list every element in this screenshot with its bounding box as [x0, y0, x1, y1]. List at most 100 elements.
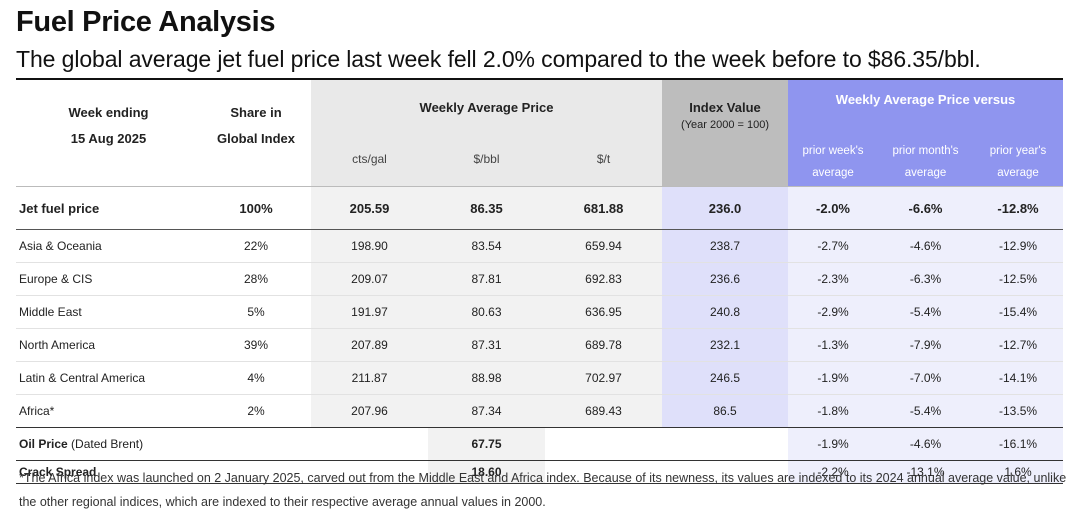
- prior-week-cell: -2.9%: [788, 295, 879, 329]
- cts-cell: 191.97: [311, 295, 428, 329]
- table-row: Europe & CIS 28% 209.07 87.81 692.83 236…: [16, 262, 1064, 296]
- prior-year-header: prior year's average: [973, 140, 1064, 187]
- share-cell: 22%: [201, 229, 311, 263]
- prior-month-cell: -4.6%: [878, 427, 974, 461]
- prior-week-cell: -1.3%: [788, 328, 879, 362]
- t-cell: 692.83: [545, 262, 663, 296]
- bbl-cell: 87.34: [428, 394, 545, 428]
- top-divider: [16, 78, 1063, 80]
- prior-month-header: prior month's average: [878, 140, 974, 187]
- fuel-price-table: Week ending 15 Aug 2025 Share in Global …: [16, 80, 1064, 484]
- page-subtitle: The global average jet fuel price last w…: [16, 46, 981, 72]
- prior-year-cell: -12.8%: [973, 186, 1064, 230]
- row-label: Oil Price (Dated Brent): [16, 427, 201, 461]
- jet-fuel-row: Jet fuel price 100% 205.59 86.35 681.88 …: [16, 186, 1064, 230]
- bbl-cell: 80.63: [428, 295, 545, 329]
- row-label: Jet fuel price: [16, 186, 201, 230]
- prior-year-cell: 1.6%: [973, 460, 1064, 484]
- prior-week-cell: -2.7%: [788, 229, 879, 263]
- table-subheader-row: cts/gal $/bbl $/t prior week's average p…: [16, 140, 1064, 187]
- footnote: *The Africa index was launched on 2 Janu…: [19, 471, 1067, 509]
- row-label: Africa*: [16, 394, 201, 428]
- prior-year-cell: -12.5%: [973, 262, 1064, 296]
- cts-cell: 211.87: [311, 361, 428, 395]
- cts-cell: 207.89: [311, 328, 428, 362]
- prior-week-header: prior week's average: [788, 140, 879, 187]
- bbl-cell: 87.31: [428, 328, 545, 362]
- bbl-cell: 83.54: [428, 229, 545, 263]
- bbl-cell: 67.75: [428, 427, 545, 461]
- prior-year-cell: -12.9%: [973, 229, 1064, 263]
- prior-week-cell: -2.2%: [788, 460, 879, 484]
- t-cell: 689.78: [545, 328, 663, 362]
- usd-t-header: $/t: [545, 140, 663, 187]
- prior-week-cell: -2.0%: [788, 186, 879, 230]
- row-label: North America: [16, 328, 201, 362]
- prior-month-cell: -5.4%: [878, 295, 974, 329]
- table-row: Middle East 5% 191.97 80.63 636.95 240.8…: [16, 295, 1064, 329]
- share-cell: 39%: [201, 328, 311, 362]
- prior-year-cell: -14.1%: [973, 361, 1064, 395]
- row-label: Crack Spread: [16, 460, 201, 484]
- index-cell: 240.8: [662, 295, 789, 329]
- table-header-row: Week ending 15 Aug 2025 Share in Global …: [16, 80, 1064, 187]
- bbl-cell: 86.35: [428, 186, 545, 230]
- t-cell: 702.97: [545, 361, 663, 395]
- prior-month-cell: -6.6%: [878, 186, 974, 230]
- cts-gal-header: cts/gal: [311, 140, 428, 187]
- prior-month-cell: -7.9%: [878, 328, 974, 362]
- prior-month-cell: -7.0%: [878, 361, 974, 395]
- cts-cell: 205.59: [311, 186, 428, 230]
- prior-week-cell: -1.9%: [788, 361, 879, 395]
- cts-cell: 209.07: [311, 262, 428, 296]
- t-cell: 681.88: [545, 186, 663, 230]
- bbl-cell: 18.60: [428, 460, 545, 484]
- share-cell: 5%: [201, 295, 311, 329]
- prior-week-cell: -1.9%: [788, 427, 879, 461]
- prior-month-cell: -4.6%: [878, 229, 974, 263]
- prior-month-cell: -6.3%: [878, 262, 974, 296]
- t-cell: 636.95: [545, 295, 663, 329]
- week-ending-header: Week ending 15 Aug 2025: [68, 105, 149, 146]
- index-value-header: Index Value (Year 2000 = 100): [662, 80, 789, 187]
- usd-bbl-header: $/bbl: [428, 140, 545, 187]
- index-cell: 246.5: [662, 361, 789, 395]
- t-cell: 689.43: [545, 394, 663, 428]
- bbl-cell: 87.81: [428, 262, 545, 296]
- table-row: Africa* 2% 207.96 87.34 689.43 86.5 -1.8…: [16, 394, 1064, 428]
- row-label: Europe & CIS: [16, 262, 201, 296]
- table-row: North America 39% 207.89 87.31 689.78 23…: [16, 328, 1064, 362]
- share-header: Share in Global Index: [216, 105, 295, 146]
- row-label: Middle East: [16, 295, 201, 329]
- table-row: Asia & Oceania 22% 198.90 83.54 659.94 2…: [16, 229, 1064, 263]
- oil-price-row: Oil Price (Dated Brent) 67.75 -1.9% -4.6…: [16, 427, 1064, 461]
- cts-cell: 198.90: [311, 229, 428, 263]
- index-cell: 238.7: [662, 229, 789, 263]
- bbl-cell: 88.98: [428, 361, 545, 395]
- t-cell: 659.94: [545, 229, 663, 263]
- prior-year-cell: -12.7%: [973, 328, 1064, 362]
- prior-week-cell: -2.3%: [788, 262, 879, 296]
- share-cell: 100%: [201, 186, 311, 230]
- prior-year-cell: -15.4%: [973, 295, 1064, 329]
- prior-month-cell: -5.4%: [878, 394, 974, 428]
- prior-year-cell: -16.1%: [973, 427, 1064, 461]
- cts-cell: 207.96: [311, 394, 428, 428]
- prior-year-cell: -13.5%: [973, 394, 1064, 428]
- share-cell: 28%: [201, 262, 311, 296]
- table-row: Latin & Central America 4% 211.87 88.98 …: [16, 361, 1064, 395]
- prior-month-cell: -13.1%: [878, 460, 974, 484]
- crack-spread-row: Crack Spread 18.60 -2.2% -13.1% 1.6%: [16, 460, 1064, 484]
- index-cell: 236.6: [662, 262, 789, 296]
- prior-week-cell: -1.8%: [788, 394, 879, 428]
- index-cell: 236.0: [662, 186, 789, 230]
- share-cell: 2%: [201, 394, 311, 428]
- row-label: Latin & Central America: [16, 361, 201, 395]
- index-cell: 86.5: [662, 394, 789, 428]
- versus-header: Weekly Average Price versus: [788, 80, 1064, 140]
- index-cell: 232.1: [662, 328, 789, 362]
- share-cell: 4%: [201, 361, 311, 395]
- page-title: Fuel Price Analysis: [16, 6, 276, 38]
- weekly-average-price-header: Weekly Average Price: [311, 80, 663, 140]
- row-label: Asia & Oceania: [16, 229, 201, 263]
